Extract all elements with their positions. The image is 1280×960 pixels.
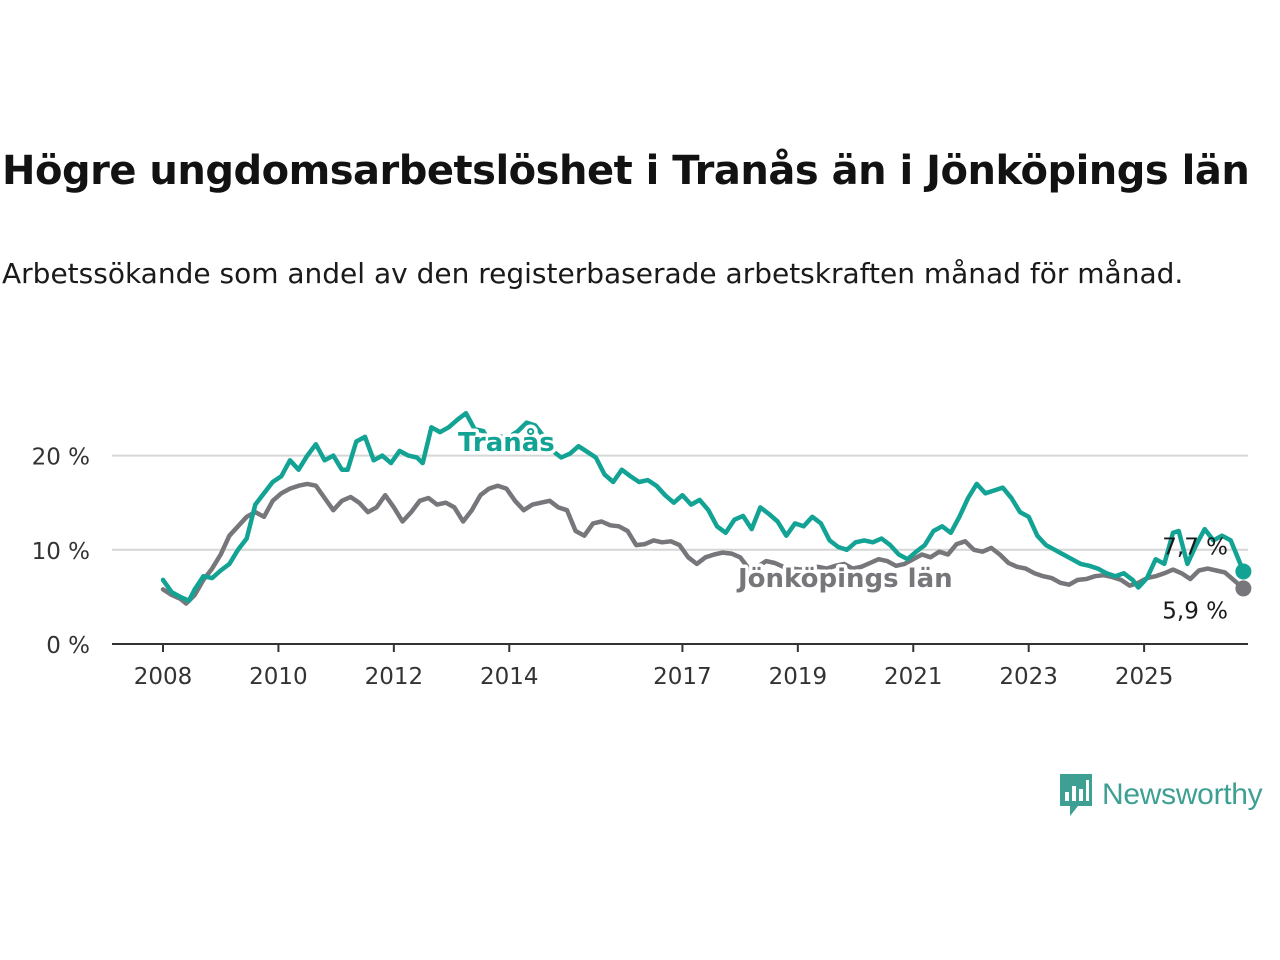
x-tick-label: 2025 [1115,664,1174,690]
y-tick-label: 0 % [46,633,90,659]
chart-title: Högre ungdomsarbetslöshet i Tranås än i … [2,148,1250,194]
series-line-tranas [160,410,1246,603]
series-label-jonkopings-lan-halo: Jönköpings län [736,564,953,594]
newsworthy-logo: Newsworthy [1058,772,1263,818]
x-tick-label: 2014 [480,664,539,690]
x-axis: 2008 2010 2012 2014 2017 2019 2021 2023 2025 [112,643,1248,690]
newsworthy-bar-chart-icon [1060,774,1092,816]
y-tick-label: 20 % [32,445,90,471]
series-label-tranas: Tranås [458,426,555,458]
series-lines [160,410,1252,606]
series-label-jonkopings-lan: Jönköpings län [736,564,953,594]
end-point-tranas [1235,563,1252,580]
line-chart: 0 % 10 % 20 % 2008 2010 2012 2014 2017 2019 2021… [32,410,1252,690]
y-axis-tick-labels: 0 % 10 % 20 % [32,445,90,659]
end-value-label-jonkopings-lan: 5,9 % [1162,598,1228,624]
x-tick-label: 2010 [249,664,308,690]
y-tick-label: 10 % [32,539,90,565]
x-tick-label: 2008 [134,664,193,690]
x-tick-label: 2023 [999,664,1058,690]
end-point-jonkopings-lan [1235,580,1252,597]
end-value-label-tranas: 7,7 % [1162,534,1228,560]
x-tick-label: 2019 [769,664,828,690]
x-tick-label: 2017 [653,664,712,690]
x-tick-label: 2021 [884,664,943,690]
chart-subtitle: Arbetssökande som andel av den registerb… [2,257,1184,290]
series-line-jonkopings-lan [160,481,1246,606]
x-tick-label: 2012 [365,664,424,690]
series-label-tranas-halo: Tranås [458,426,555,458]
newsworthy-logo-text: Newsworthy [1102,778,1263,811]
